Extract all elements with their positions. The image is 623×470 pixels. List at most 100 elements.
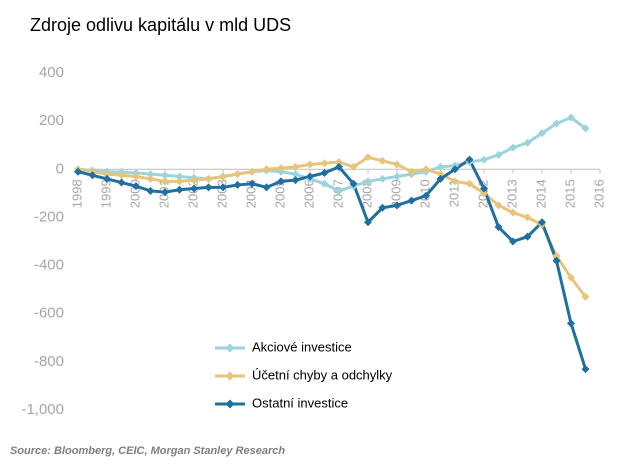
point xyxy=(364,153,372,162)
point xyxy=(291,162,300,171)
x-tick-label: 2009 xyxy=(388,179,403,208)
legend-marker xyxy=(225,343,235,353)
y-tick-label: 0 xyxy=(56,160,64,177)
point xyxy=(436,170,445,179)
y-tick-label: -600 xyxy=(34,305,64,322)
point xyxy=(422,191,430,200)
point xyxy=(349,179,358,188)
point xyxy=(335,162,343,171)
point xyxy=(480,184,488,193)
legend-marker xyxy=(225,399,235,409)
y-tick-label: 400 xyxy=(39,64,64,81)
point xyxy=(132,172,140,181)
point xyxy=(175,185,184,194)
point xyxy=(146,170,155,179)
point xyxy=(190,184,198,193)
point xyxy=(581,124,590,133)
y-tick-label: -1,000 xyxy=(21,401,64,418)
point xyxy=(393,201,401,210)
point xyxy=(233,170,242,179)
point xyxy=(523,232,532,241)
point xyxy=(219,183,227,192)
point xyxy=(233,180,242,189)
point xyxy=(480,189,488,198)
point xyxy=(407,196,416,205)
point xyxy=(262,183,271,192)
point xyxy=(494,223,503,232)
y-tick-label: 200 xyxy=(39,112,64,129)
point xyxy=(74,167,82,176)
x-tick-label: 2002 xyxy=(185,179,200,208)
point xyxy=(335,158,343,167)
point xyxy=(291,176,300,185)
point xyxy=(523,213,532,222)
point xyxy=(117,178,126,187)
x-tick-label: 2004 xyxy=(243,179,258,208)
point xyxy=(146,174,155,183)
point xyxy=(480,155,488,164)
series-line xyxy=(77,155,587,298)
point xyxy=(451,165,459,174)
point xyxy=(378,203,387,212)
x-tick-label: 2008 xyxy=(359,179,374,208)
point xyxy=(567,113,575,122)
point xyxy=(509,208,517,217)
point xyxy=(248,167,256,176)
point xyxy=(581,365,590,374)
point xyxy=(161,177,169,186)
point xyxy=(538,129,546,138)
y-tick-label: -400 xyxy=(34,257,64,274)
point xyxy=(436,174,445,183)
point xyxy=(161,171,169,180)
source: Source: Bloomberg, CEIC, Morgan Stanley … xyxy=(10,445,285,457)
point xyxy=(465,155,474,164)
point xyxy=(306,172,314,181)
point xyxy=(291,170,300,179)
x-tick-label: 2005 xyxy=(272,179,287,208)
point xyxy=(248,179,256,188)
point xyxy=(161,188,169,197)
point xyxy=(407,167,416,176)
x-tick-label: 1998 xyxy=(69,179,84,208)
point xyxy=(117,171,126,180)
legend-label: Akciové investice xyxy=(252,339,352,354)
point xyxy=(277,164,285,173)
point xyxy=(523,138,532,147)
point xyxy=(132,182,140,191)
point xyxy=(451,177,459,186)
point xyxy=(204,183,213,192)
point xyxy=(335,186,343,195)
point xyxy=(320,159,329,168)
point xyxy=(422,165,430,174)
point xyxy=(146,186,155,195)
point xyxy=(219,172,227,181)
point xyxy=(364,177,372,186)
point xyxy=(567,273,575,282)
point xyxy=(204,174,213,183)
point xyxy=(567,319,575,328)
x-tick-label: 2016 xyxy=(591,179,606,208)
point xyxy=(552,119,561,128)
point xyxy=(364,218,372,227)
point xyxy=(552,251,561,260)
point xyxy=(175,177,184,186)
legend-label: Ostatní investice xyxy=(252,395,348,410)
point xyxy=(538,218,546,227)
legend-marker xyxy=(225,371,235,381)
y-tick-label: -800 xyxy=(34,353,64,370)
point xyxy=(465,179,474,188)
x-tick-label: 2013 xyxy=(504,179,519,208)
point xyxy=(393,172,401,181)
y-tick-label: -200 xyxy=(34,208,64,225)
point xyxy=(378,156,387,165)
point xyxy=(103,174,111,183)
point xyxy=(190,176,198,185)
point xyxy=(320,179,329,188)
point xyxy=(378,174,387,183)
point xyxy=(88,171,97,180)
point xyxy=(306,160,314,169)
point xyxy=(103,170,111,179)
x-tick-label: 2006 xyxy=(301,179,316,208)
x-tick-label: 2011 xyxy=(446,179,461,207)
